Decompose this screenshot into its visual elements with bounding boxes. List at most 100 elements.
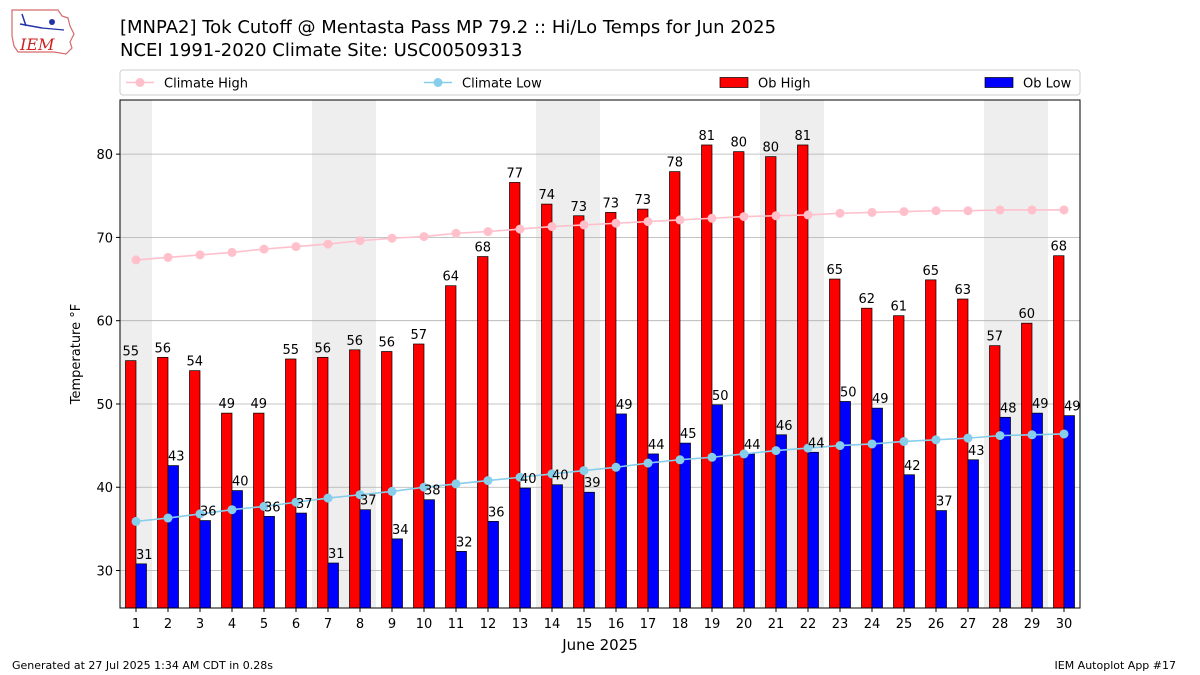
x-tick-label: 10 <box>416 617 433 632</box>
x-tick-label: 17 <box>640 617 657 632</box>
legend-ob-high-swatch <box>719 77 749 88</box>
ob-high-bar <box>509 182 521 609</box>
ob-low-bar <box>359 509 371 609</box>
x-tick-label: 29 <box>1024 617 1041 632</box>
climate-low-point <box>611 462 621 472</box>
ob-low-bar <box>935 510 947 609</box>
ob-low-bar <box>487 521 499 609</box>
x-tick-label: 7 <box>324 617 332 632</box>
ob-low-bar <box>295 512 307 609</box>
x-tick-label: 26 <box>928 617 945 632</box>
ob-low-label: 45 <box>680 427 697 442</box>
x-tick-label: 28 <box>992 617 1009 632</box>
ob-low-label: 37 <box>936 495 953 510</box>
climate-high-point <box>707 213 717 223</box>
ob-low-bar <box>583 491 595 609</box>
ob-high-label: 81 <box>698 129 715 144</box>
ob-high-label: 78 <box>666 156 683 171</box>
ob-low-label: 40 <box>520 472 537 487</box>
climate-high-point <box>355 236 365 246</box>
ob-low-label: 43 <box>168 450 185 465</box>
legend-climate-high-marker <box>135 78 145 87</box>
ob-high-bar <box>285 358 297 609</box>
ob-low-bar <box>775 434 787 609</box>
climate-high-point <box>963 206 973 216</box>
ob-low-bar <box>263 516 275 609</box>
generated-timestamp: Generated at 27 Jul 2025 1:34 AM CDT in … <box>12 659 273 672</box>
ob-low-label: 31 <box>328 547 345 562</box>
climate-high-point <box>579 220 589 230</box>
climate-low-point <box>675 455 685 465</box>
ob-low-label: 44 <box>808 436 825 451</box>
ob-high-bar <box>893 315 905 609</box>
ob-high-bar <box>477 256 489 609</box>
ob-high-bar <box>189 370 201 609</box>
x-tick-label: 18 <box>672 617 689 632</box>
climate-low-line <box>135 433 1065 523</box>
x-tick-label: 20 <box>736 617 753 632</box>
legend-box <box>119 69 1081 96</box>
ob-low-bar <box>167 465 179 609</box>
ob-low-label: 49 <box>872 392 889 407</box>
ob-high-label: 49 <box>218 397 235 412</box>
ob-high-bar <box>381 351 393 609</box>
ob-high-bar <box>989 345 1001 609</box>
ob-low-label: 46 <box>776 419 793 434</box>
ob-high-label: 64 <box>442 270 459 285</box>
ob-low-bar <box>903 474 915 609</box>
climate-low-point <box>931 435 941 445</box>
y-tick-label: 60 <box>96 315 113 330</box>
ob-low-bar <box>807 451 819 609</box>
ob-high-label: 56 <box>346 334 363 349</box>
ob-low-label: 36 <box>264 500 281 515</box>
ob-low-label: 36 <box>488 505 505 520</box>
y-axis-label: Temperature °F <box>69 304 84 405</box>
chart-subtitle: NCEI 1991-2020 Climate Site: USC00509313 <box>120 40 523 61</box>
ob-low-label: 49 <box>1032 397 1049 412</box>
climate-low-point <box>995 431 1005 441</box>
climate-low-point <box>131 516 141 526</box>
climate-high-point <box>547 222 557 232</box>
x-tick-label: 24 <box>864 617 881 632</box>
ob-low-label: 50 <box>840 385 857 400</box>
climate-low-point <box>1027 430 1037 440</box>
ob-low-label: 38 <box>424 484 441 499</box>
data-labels-layer: 55 31 56 43 54 36 49 40 49 36 55 37 56 31 56 37 56 34 57 38… <box>122 129 1080 563</box>
climate-high-point <box>675 215 685 225</box>
ob-low-bar <box>999 416 1011 609</box>
x-tick-label: 16 <box>608 617 625 632</box>
ob-low-bar <box>455 551 467 609</box>
ob-high-bar <box>605 212 617 609</box>
ob-high-bar <box>637 208 649 609</box>
ob-high-label: 57 <box>410 328 427 343</box>
ob-low-bar <box>743 453 755 609</box>
chart-title: [MNPA2] Tok Cutoff @ Mentasta Pass MP 79… <box>120 17 777 38</box>
legend-climate-low-label: Climate Low <box>462 77 542 92</box>
x-tick-label: 23 <box>832 617 849 632</box>
ob-low-label: 37 <box>296 497 313 512</box>
x-tick-label: 27 <box>960 617 977 632</box>
ob-low-label: 40 <box>232 475 249 490</box>
x-tick-label: 2 <box>164 617 172 632</box>
ob-high-label: 80 <box>762 141 779 156</box>
ob-high-bar <box>765 156 777 609</box>
ob-low-label: 32 <box>456 535 473 550</box>
climate-low-point <box>483 476 493 486</box>
ob-high-label: 61 <box>890 300 907 315</box>
x-tick-label: 11 <box>448 617 465 632</box>
ob-low-label: 40 <box>552 469 569 484</box>
climate-low-point <box>515 472 525 482</box>
ob-low-bar <box>327 562 339 609</box>
ob-high-label: 56 <box>314 341 331 356</box>
climate-high-point <box>387 233 397 243</box>
gridlines <box>120 153 1080 571</box>
ob-high-bar <box>349 349 361 609</box>
ob-high-bar <box>413 343 425 609</box>
climate-low-point <box>835 441 845 451</box>
ob-low-bar <box>199 520 211 609</box>
ob-high-label: 55 <box>282 343 299 358</box>
x-tick-label: 8 <box>356 617 364 632</box>
climate-high-point <box>867 207 877 217</box>
ob-high-label: 74 <box>538 188 555 203</box>
